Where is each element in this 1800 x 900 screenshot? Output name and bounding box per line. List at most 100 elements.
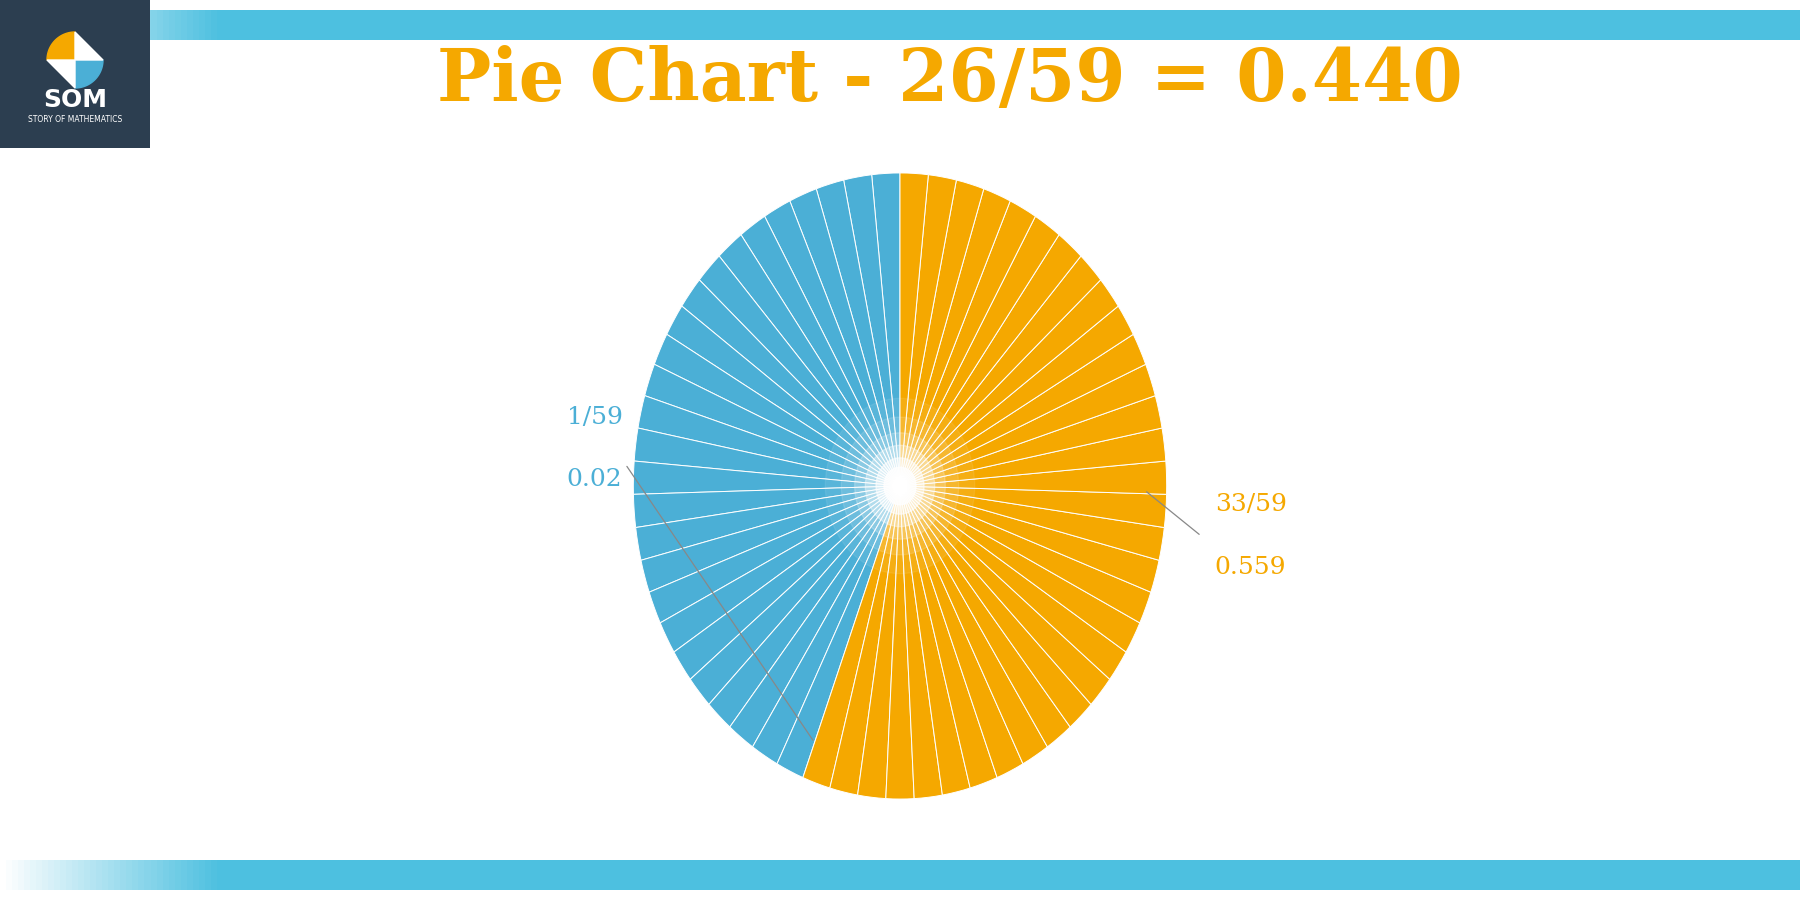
Bar — [1343, 10, 1348, 40]
Bar — [747, 860, 752, 890]
Bar — [241, 10, 247, 40]
Bar — [1595, 10, 1602, 40]
Bar — [301, 10, 308, 40]
Wedge shape — [900, 334, 1145, 486]
Wedge shape — [634, 461, 900, 494]
Bar — [1451, 10, 1456, 40]
Bar — [632, 860, 639, 890]
Bar — [1751, 860, 1759, 890]
Bar — [391, 860, 398, 890]
Bar — [1602, 860, 1607, 890]
Bar — [1631, 10, 1638, 40]
Bar — [126, 10, 133, 40]
Bar — [1523, 860, 1528, 890]
Bar — [1415, 860, 1420, 890]
Bar — [842, 10, 850, 40]
Bar — [650, 10, 657, 40]
Bar — [1276, 860, 1282, 890]
Bar — [1264, 10, 1271, 40]
Bar — [439, 10, 445, 40]
Bar — [344, 10, 349, 40]
Bar — [59, 860, 67, 890]
Bar — [216, 10, 223, 40]
Bar — [1415, 10, 1420, 40]
Bar — [644, 860, 650, 890]
Bar — [464, 860, 470, 890]
Bar — [734, 860, 740, 890]
Bar — [770, 860, 776, 890]
Wedge shape — [635, 486, 900, 561]
Bar — [1312, 10, 1318, 40]
Wedge shape — [644, 364, 900, 486]
Bar — [144, 860, 151, 890]
Bar — [180, 860, 187, 890]
Bar — [878, 860, 886, 890]
Bar — [421, 10, 427, 40]
Bar — [1355, 860, 1361, 890]
Bar — [1217, 10, 1222, 40]
Bar — [1361, 10, 1366, 40]
Text: 0.559: 0.559 — [1215, 556, 1287, 579]
Bar — [18, 860, 23, 890]
Bar — [986, 860, 994, 890]
Bar — [583, 10, 590, 40]
Bar — [1096, 860, 1102, 890]
Bar — [1710, 10, 1715, 40]
Bar — [1571, 10, 1577, 40]
Bar — [67, 10, 72, 40]
Bar — [216, 860, 223, 890]
Bar — [500, 860, 506, 890]
Bar — [729, 860, 734, 890]
Bar — [1143, 860, 1150, 890]
Bar — [511, 10, 518, 40]
Bar — [1258, 860, 1264, 890]
Bar — [72, 10, 77, 40]
Bar — [5, 10, 13, 40]
Bar — [409, 10, 416, 40]
Bar — [23, 10, 31, 40]
Bar — [1048, 10, 1053, 40]
Bar — [1228, 10, 1235, 40]
Bar — [1107, 860, 1114, 890]
Bar — [403, 860, 409, 890]
Bar — [832, 860, 837, 890]
Bar — [1325, 860, 1330, 890]
Bar — [272, 860, 277, 890]
Bar — [362, 860, 367, 890]
Wedge shape — [857, 486, 900, 798]
Bar — [1125, 860, 1132, 890]
Bar — [850, 860, 855, 890]
Bar — [265, 860, 272, 890]
Circle shape — [877, 458, 923, 514]
Bar — [1487, 860, 1492, 890]
Bar — [1746, 860, 1751, 890]
Bar — [326, 860, 331, 890]
Bar — [1084, 10, 1089, 40]
Polygon shape — [47, 32, 76, 60]
Bar — [565, 860, 572, 890]
Text: 1/59: 1/59 — [567, 406, 623, 428]
Bar — [0, 860, 5, 890]
Bar — [1294, 860, 1300, 890]
Wedge shape — [729, 486, 900, 747]
Bar — [1138, 860, 1143, 890]
Bar — [578, 10, 583, 40]
Bar — [259, 10, 265, 40]
Bar — [632, 10, 639, 40]
Bar — [716, 10, 722, 40]
Bar — [1048, 860, 1053, 890]
Bar — [482, 10, 488, 40]
Wedge shape — [900, 216, 1058, 486]
Bar — [1685, 10, 1692, 40]
Bar — [234, 860, 241, 890]
Wedge shape — [900, 180, 985, 486]
Wedge shape — [900, 364, 1156, 486]
Bar — [380, 10, 385, 40]
Bar — [398, 10, 403, 40]
Wedge shape — [752, 486, 900, 764]
Bar — [493, 860, 500, 890]
Wedge shape — [637, 396, 900, 486]
Bar — [794, 10, 801, 40]
Bar — [290, 10, 295, 40]
Wedge shape — [803, 486, 900, 788]
